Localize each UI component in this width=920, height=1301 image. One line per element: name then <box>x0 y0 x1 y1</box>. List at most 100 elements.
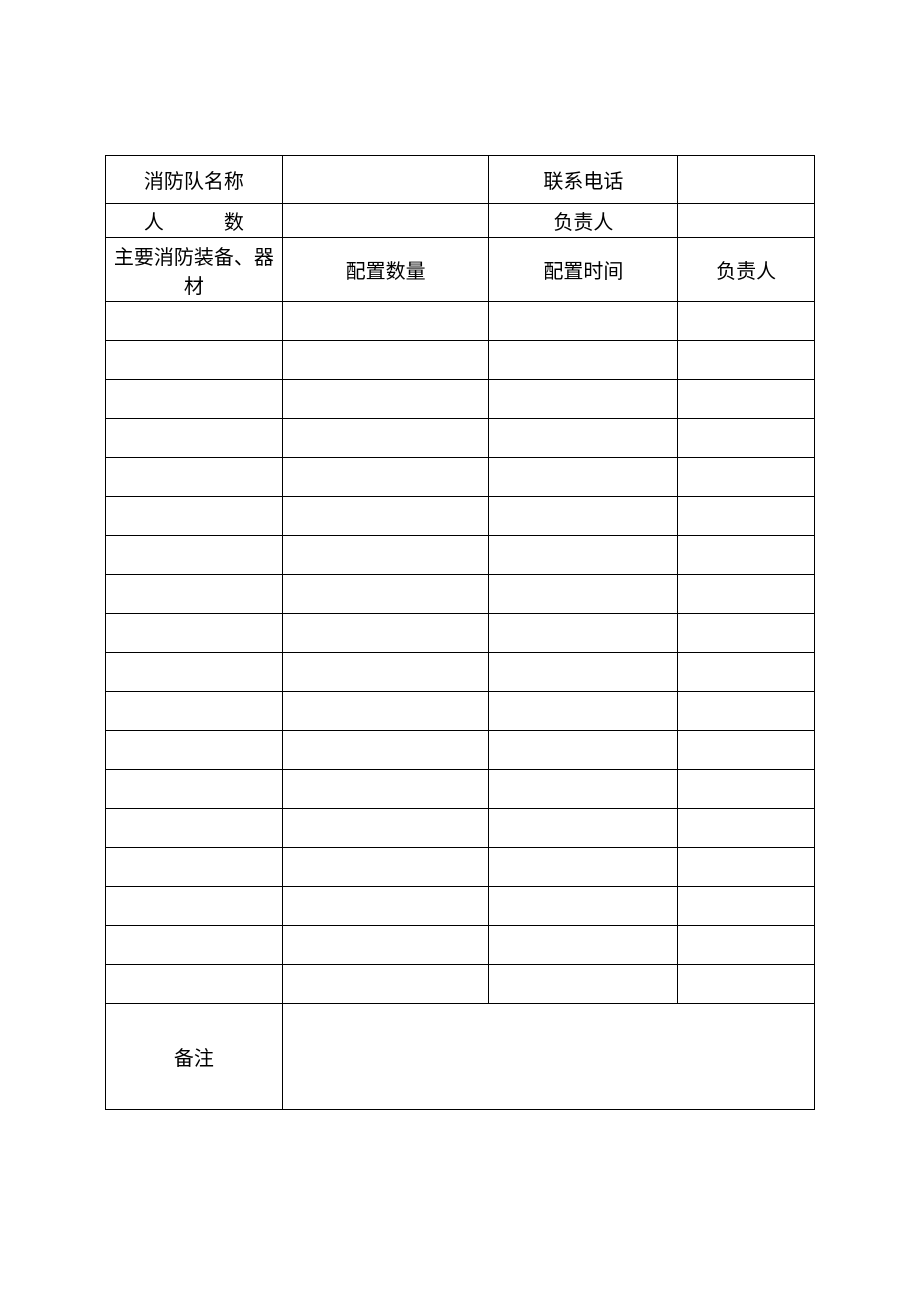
data-cell <box>678 965 815 1004</box>
data-cell <box>489 341 678 380</box>
data-cell <box>282 848 489 887</box>
data-cell <box>678 887 815 926</box>
data-row <box>106 770 815 809</box>
data-cell <box>106 848 283 887</box>
header-cell-2-3: 负责人 <box>678 238 815 302</box>
notes-label-cell: 备注 <box>106 1004 283 1110</box>
header-cell-0-3 <box>678 156 815 204</box>
data-row <box>106 809 815 848</box>
data-cell <box>282 575 489 614</box>
data-cell <box>489 770 678 809</box>
header-cell-1-2: 负责人 <box>489 204 678 238</box>
data-row <box>106 341 815 380</box>
data-cell <box>282 770 489 809</box>
data-cell <box>282 497 489 536</box>
data-row <box>106 731 815 770</box>
data-cell <box>106 770 283 809</box>
data-row <box>106 614 815 653</box>
data-cell <box>489 419 678 458</box>
data-row <box>106 302 815 341</box>
header-row-1: 人 数 负责人 <box>106 204 815 238</box>
data-cell <box>678 419 815 458</box>
data-cell <box>282 926 489 965</box>
data-cell <box>489 458 678 497</box>
data-cell <box>282 692 489 731</box>
header-row-2: 主要消防装备、器材配置数量配置时间负责人 <box>106 238 815 302</box>
data-cell <box>489 848 678 887</box>
header-cell-1-1 <box>282 204 489 238</box>
data-cell <box>282 731 489 770</box>
fire-brigade-form-table: 消防队名称联系电话人 数负责人主要消防装备、器材配置数量配置时间负责人备注 <box>105 155 815 1110</box>
data-cell <box>489 887 678 926</box>
data-cell <box>106 341 283 380</box>
header-cell-1-0: 人 数 <box>106 204 283 238</box>
data-cell <box>106 653 283 692</box>
data-cell <box>678 692 815 731</box>
data-row <box>106 653 815 692</box>
form-table-container: 消防队名称联系电话人 数负责人主要消防装备、器材配置数量配置时间负责人备注 <box>105 155 815 1110</box>
data-cell <box>106 419 283 458</box>
data-row <box>106 419 815 458</box>
data-cell <box>282 419 489 458</box>
data-cell <box>282 653 489 692</box>
data-cell <box>106 614 283 653</box>
data-row <box>106 575 815 614</box>
data-cell <box>678 809 815 848</box>
data-cell <box>106 692 283 731</box>
data-row <box>106 848 815 887</box>
data-row <box>106 458 815 497</box>
data-cell <box>489 497 678 536</box>
data-cell <box>106 380 283 419</box>
notes-row: 备注 <box>106 1004 815 1110</box>
header-cell-2-1: 配置数量 <box>282 238 489 302</box>
data-cell <box>678 536 815 575</box>
data-cell <box>489 536 678 575</box>
data-cell <box>489 380 678 419</box>
data-cell <box>106 497 283 536</box>
data-cell <box>678 341 815 380</box>
data-cell <box>678 575 815 614</box>
data-cell <box>106 575 283 614</box>
data-cell <box>106 731 283 770</box>
data-cell <box>106 809 283 848</box>
data-cell <box>106 302 283 341</box>
table-body: 消防队名称联系电话人 数负责人主要消防装备、器材配置数量配置时间负责人备注 <box>106 156 815 1110</box>
data-cell <box>106 536 283 575</box>
data-cell <box>106 887 283 926</box>
data-cell <box>678 302 815 341</box>
data-cell <box>678 653 815 692</box>
data-cell <box>678 770 815 809</box>
data-row <box>106 536 815 575</box>
data-cell <box>282 809 489 848</box>
notes-value-cell <box>282 1004 814 1110</box>
header-cell-2-2: 配置时间 <box>489 238 678 302</box>
data-cell <box>106 926 283 965</box>
data-cell <box>489 731 678 770</box>
data-cell <box>106 458 283 497</box>
data-cell <box>282 887 489 926</box>
data-cell <box>489 965 678 1004</box>
data-row <box>106 926 815 965</box>
data-cell <box>678 731 815 770</box>
data-cell <box>282 341 489 380</box>
header-cell-0-2: 联系电话 <box>489 156 678 204</box>
data-cell <box>489 809 678 848</box>
data-cell <box>282 458 489 497</box>
header-cell-0-0: 消防队名称 <box>106 156 283 204</box>
data-cell <box>282 380 489 419</box>
data-cell <box>489 653 678 692</box>
data-cell <box>678 380 815 419</box>
header-cell-0-1 <box>282 156 489 204</box>
data-cell <box>282 965 489 1004</box>
data-row <box>106 965 815 1004</box>
data-cell <box>678 614 815 653</box>
data-cell <box>282 302 489 341</box>
data-cell <box>678 926 815 965</box>
data-row <box>106 692 815 731</box>
data-row <box>106 497 815 536</box>
data-cell <box>282 614 489 653</box>
data-cell <box>489 302 678 341</box>
header-row-0: 消防队名称 联系电话 <box>106 156 815 204</box>
data-cell <box>106 965 283 1004</box>
data-cell <box>678 848 815 887</box>
